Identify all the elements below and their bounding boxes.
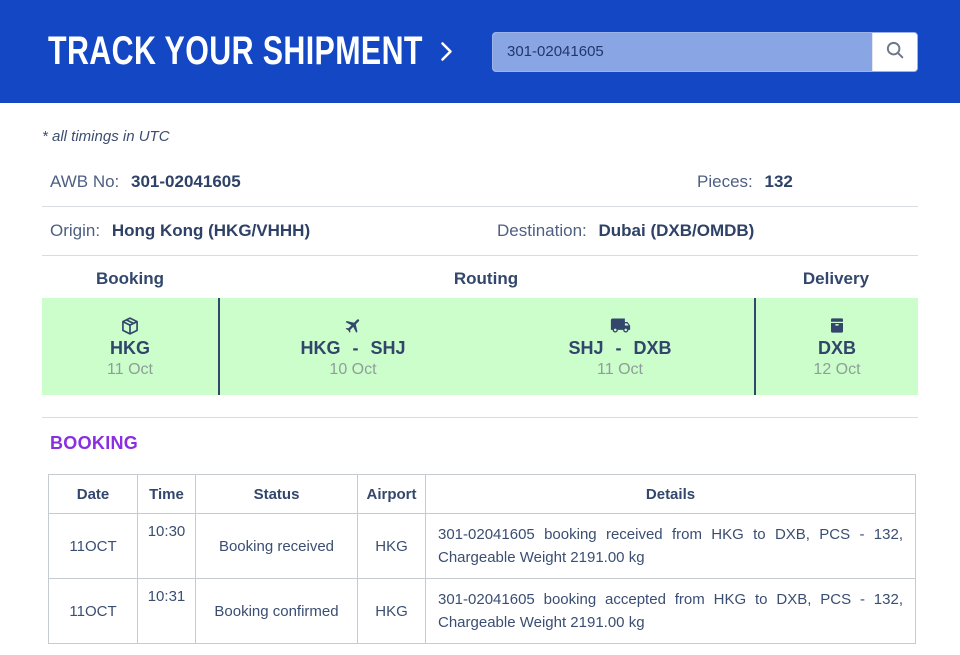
destination-value: Dubai (DXB/OMDB) <box>598 221 755 240</box>
stop-name: HKG <box>110 338 150 358</box>
stop-date: 11 Oct <box>107 361 153 378</box>
table-header-cell: Details <box>425 474 916 514</box>
cell-airport: HKG <box>357 578 426 644</box>
timeline-stop: HKG 11 Oct <box>42 298 218 395</box>
booking-events-table: Date Time Status Airport Details 11OCT <box>48 474 916 644</box>
phase-labels-row: Booking Routing Delivery <box>42 269 918 289</box>
cell-date: 11OCT <box>48 578 138 644</box>
search-button[interactable] <box>872 32 917 71</box>
search-icon <box>884 39 906 64</box>
cell-status: Booking confirmed <box>195 578 358 644</box>
table-header-row: Date Time Status Airport Details <box>48 474 916 514</box>
package-icon <box>120 315 140 336</box>
table-header-cell: Time <box>137 474 196 514</box>
truck-icon <box>610 315 631 336</box>
table-row: 11OCT 10:30 Booking received HKG 301-020… <box>48 513 916 579</box>
awb-value: 301-02041605 <box>131 172 241 191</box>
awb-row: AWB No: 301-02041605 Pieces: 132 <box>42 158 918 207</box>
header-bar: TRACK YOUR SHIPMENT <box>0 0 960 103</box>
shipment-timeline: HKG 11 Oct HKG - SHJ 10 Oct <box>42 298 918 395</box>
stop-date: 12 Oct <box>813 361 861 378</box>
destination-block: Destination: Dubai (DXB/OMDB) <box>497 221 754 241</box>
cell-details: 301-02041605 booking accepted from HKG t… <box>425 578 916 644</box>
awb-search-group <box>492 31 918 72</box>
phase-label: Routing <box>453 269 519 288</box>
timeline-stop: SHJ - DXB 11 Oct <box>486 298 754 395</box>
origin-destination-row: Origin: Hong Kong (HKG/VHHH) Destination… <box>42 207 918 256</box>
pieces-value: 132 <box>764 172 793 191</box>
utc-timings-note: * all timings in UTC <box>42 128 170 145</box>
page-title: TRACK YOUR SHIPMENT <box>48 29 423 73</box>
phase-label: Delivery <box>802 269 870 288</box>
timeline-stop: DXB 12 Oct <box>754 298 918 395</box>
cell-time: 10:31 <box>137 578 196 644</box>
phase-label: Booking <box>96 269 164 288</box>
cell-date: 11OCT <box>48 513 138 579</box>
cell-details: 301-02041605 booking received from HKG t… <box>425 513 916 579</box>
stop-name: SHJ - DXB <box>568 338 672 358</box>
table-header-cell: Airport <box>357 474 426 514</box>
pieces-label: Pieces: <box>697 172 753 191</box>
section-divider <box>42 417 918 418</box>
origin-value: Hong Kong (HKG/VHHH) <box>111 221 311 240</box>
timeline-stop: HKG - SHJ 10 Oct <box>218 298 486 395</box>
table-row: 11OCT 10:31 Booking confirmed HKG 301-02… <box>48 578 916 644</box>
cell-airport: HKG <box>357 513 426 579</box>
stop-name: DXB <box>817 338 856 358</box>
table-header-cell: Status <box>195 474 358 514</box>
destination-label: Destination: <box>497 221 587 240</box>
stop-name: HKG - SHJ <box>300 338 406 358</box>
awb-label: AWB No: <box>50 172 120 191</box>
origin-label: Origin: <box>50 221 101 240</box>
cell-time: 10:30 <box>137 513 196 579</box>
cell-status: Booking received <box>195 513 358 579</box>
pieces-block: Pieces: 132 <box>697 172 793 192</box>
booking-section-heading: BOOKING <box>50 433 139 453</box>
archive-box-icon <box>828 315 846 336</box>
page-title-wrap: TRACK YOUR SHIPMENT <box>48 29 423 74</box>
table-header-cell: Date <box>48 474 138 514</box>
chevron-right-icon[interactable] <box>438 40 455 63</box>
stop-date: 11 Oct <box>597 361 643 378</box>
plane-icon <box>344 315 363 336</box>
search-input[interactable] <box>493 32 872 71</box>
content-area: * all timings in UTC AWB No: 301-0204160… <box>0 128 960 644</box>
stop-date: 10 Oct <box>329 361 377 378</box>
